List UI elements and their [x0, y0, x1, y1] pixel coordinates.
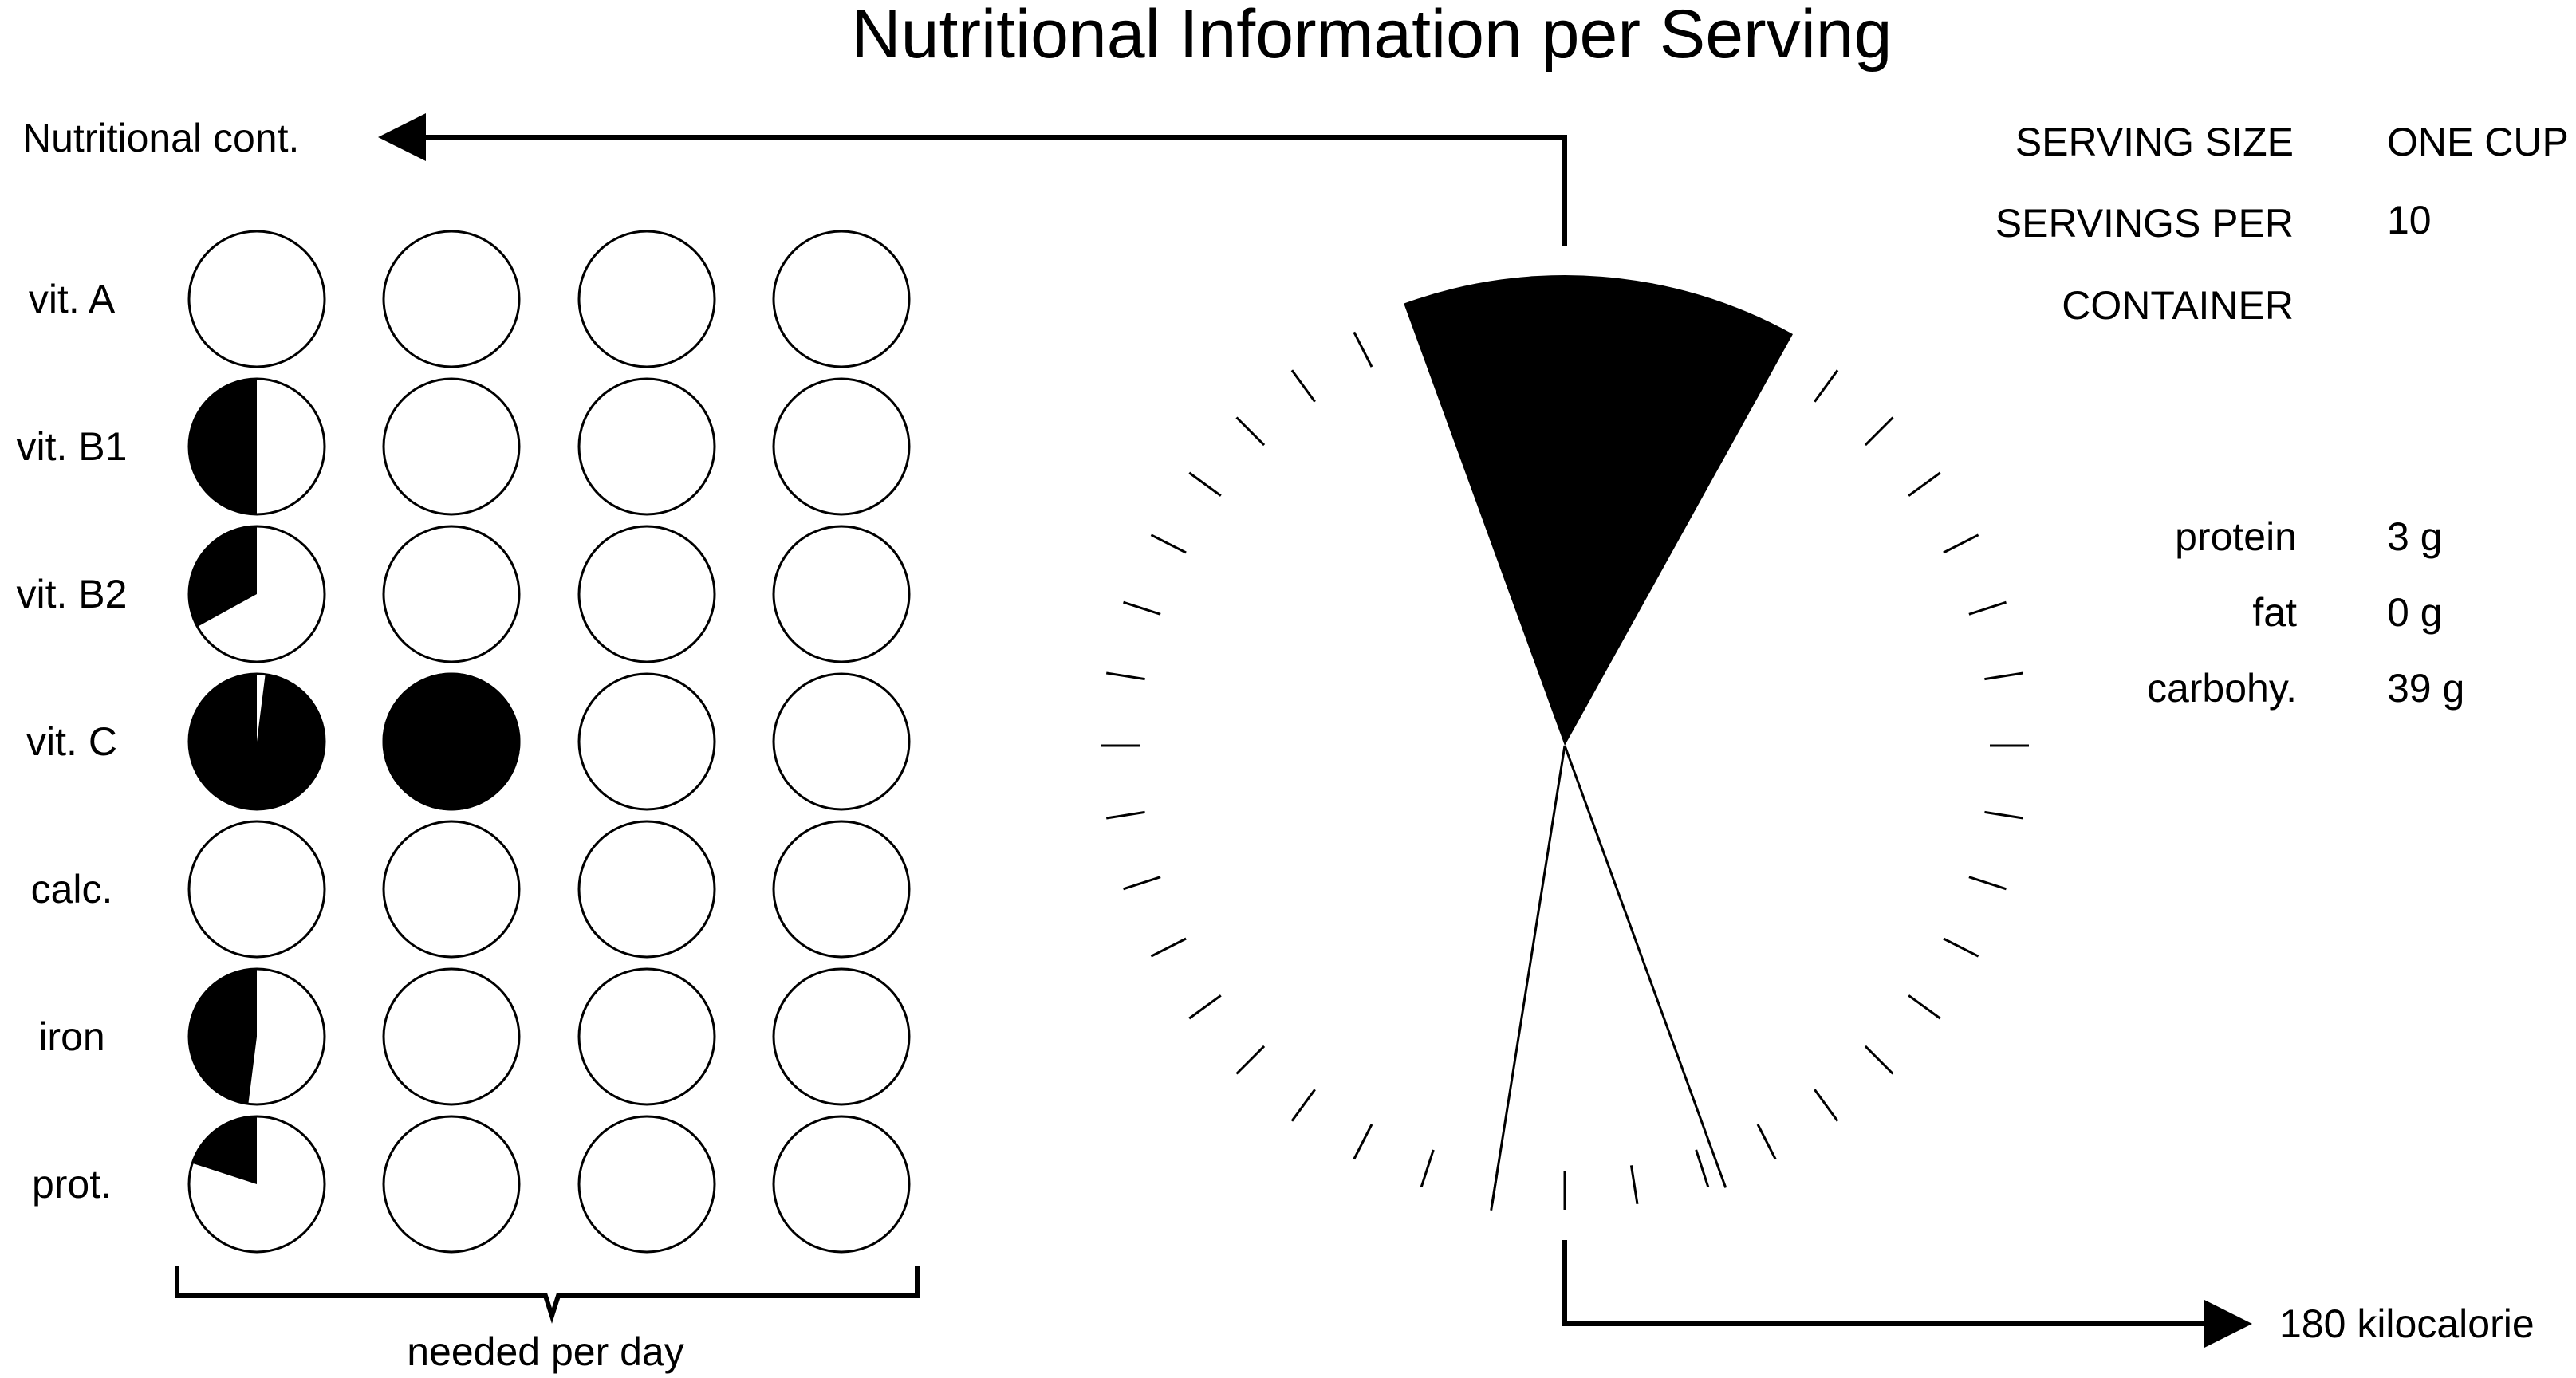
servings-per-value: 10 — [2387, 198, 2432, 242]
nutrient-label: vit. C — [26, 719, 117, 764]
nutrient-circle — [772, 820, 911, 959]
dial-tick — [1943, 937, 1979, 958]
dial-tick — [1353, 1124, 1373, 1160]
dial-needle — [1490, 745, 1566, 1211]
arrow-to-kilocalorie-label — [1562, 1240, 2252, 1348]
dial-tick — [1695, 1149, 1710, 1187]
dial-tick — [1150, 937, 1187, 958]
servings-per-label: SERVINGS PER — [1995, 201, 2294, 246]
dial-tick — [1188, 471, 1222, 497]
nutrient-circle — [382, 230, 521, 368]
dial-tick — [1814, 369, 1839, 403]
carbohydrate-value: 39 g — [2387, 666, 2464, 711]
nutrient-label: vit. B2 — [17, 572, 128, 616]
fat-label: fat — [2252, 590, 2297, 635]
dial-tick — [1235, 1045, 1266, 1075]
energy-sector — [1404, 275, 1793, 746]
protein-label: protein — [2175, 514, 2297, 559]
nutrient-circle — [577, 820, 716, 959]
nutrient-circle — [577, 230, 716, 368]
nutrient-rows: vit. A vit. B1 vit. B2 vit. C calc. iron prot. — [17, 230, 911, 1254]
dial-needle — [1563, 745, 1727, 1188]
arrow-to-nutrition-label — [378, 113, 1567, 246]
dial-tick — [1943, 533, 1979, 554]
nutrient-circle — [772, 672, 911, 811]
dial-tick — [1420, 1149, 1435, 1187]
nutrient-circle — [772, 230, 911, 368]
nutrient-circle — [577, 525, 716, 663]
serving-info: SERVING SIZE ONE CUP SERVINGS PER 10 CON… — [1995, 120, 2569, 328]
nutrient-fill — [189, 379, 257, 514]
nutrient-fill — [188, 674, 325, 810]
dial-tick — [1290, 369, 1316, 403]
nutrient-circle — [577, 1115, 716, 1254]
nutrient-label: vit. B1 — [17, 424, 128, 469]
nutrient-circle — [772, 1115, 911, 1254]
kilocalorie-label: 180 kilocalorie — [2279, 1301, 2535, 1346]
serving-size-label: SERVING SIZE — [2015, 120, 2294, 164]
nutrient-circle — [187, 820, 326, 959]
dial-tick — [1235, 416, 1266, 447]
bracket-label: needed per day — [407, 1329, 684, 1374]
nutrient-label: calc. — [31, 867, 113, 911]
nutrient-label: vit. A — [29, 277, 116, 321]
dial-tick — [1908, 471, 1941, 497]
dial-tick — [1864, 416, 1894, 447]
dial-tick — [1150, 533, 1187, 554]
nutrient-circle — [187, 230, 326, 368]
dial-tick — [1756, 1124, 1777, 1160]
energy-dial — [1101, 275, 2029, 1211]
nutrient-circle — [772, 967, 911, 1106]
dial-tick — [1629, 1165, 1639, 1205]
dial-tick — [1864, 1045, 1894, 1075]
needed-per-day-bracket — [175, 1266, 920, 1324]
nutrient-fill — [192, 1116, 257, 1184]
dial-tick — [1984, 810, 2024, 820]
dial-tick — [1105, 810, 1145, 820]
serving-size-value: ONE CUP — [2387, 120, 2569, 164]
container-label: CONTAINER — [2062, 283, 2294, 328]
dial-tick — [1123, 876, 1161, 891]
nutrient-fill — [382, 672, 521, 811]
nutrient-circle — [382, 377, 521, 516]
macros: protein 3 g fat 0 g carbohy. 39 g — [2147, 514, 2464, 711]
nutrient-circle — [577, 377, 716, 516]
dial-tick — [1290, 1089, 1316, 1122]
dial-tick — [1105, 671, 1145, 681]
dial-tick — [1123, 600, 1161, 616]
nutrient-circle — [382, 1115, 521, 1254]
dial-tick — [1968, 600, 2007, 616]
dial-tick — [1188, 994, 1222, 1020]
nutrient-fill — [189, 969, 257, 1104]
dial-tick — [1814, 1089, 1839, 1122]
nutrient-fill — [188, 526, 257, 627]
fat-value: 0 g — [2387, 590, 2443, 635]
dial-tick — [1968, 876, 2007, 891]
chart-title: Nutritional Information per Serving — [852, 0, 1893, 73]
nutrient-circle — [382, 967, 521, 1106]
dial-tick — [1984, 671, 2024, 681]
nutrient-circle — [577, 967, 716, 1106]
protein-value: 3 g — [2387, 514, 2443, 559]
dial-tick — [1353, 331, 1373, 368]
nutrient-label: iron — [38, 1014, 104, 1059]
nutrient-circle — [382, 820, 521, 959]
nutrient-circle — [772, 525, 911, 663]
nutrient-circle — [577, 672, 716, 811]
nutrition-table-label: Nutritional cont. — [22, 116, 299, 160]
carbohydrate-label: carbohy. — [2147, 666, 2297, 711]
nutrient-circle — [772, 377, 911, 516]
nutrient-label: prot. — [32, 1162, 112, 1207]
nutrient-circle — [382, 525, 521, 663]
dial-tick — [1908, 994, 1941, 1020]
